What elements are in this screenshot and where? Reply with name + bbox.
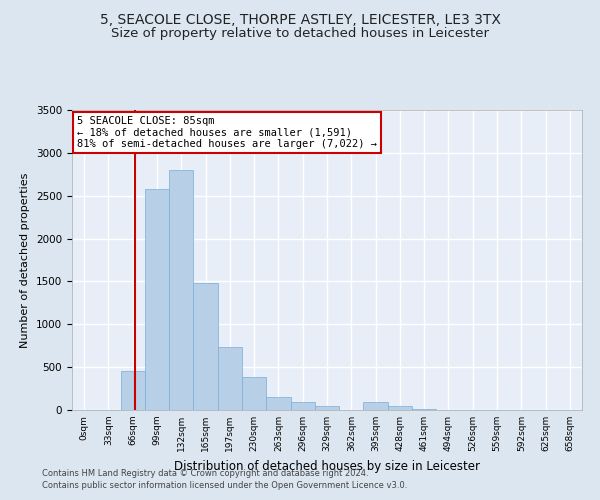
Text: 5, SEACOLE CLOSE, THORPE ASTLEY, LEICESTER, LE3 3TX: 5, SEACOLE CLOSE, THORPE ASTLEY, LEICEST… xyxy=(100,12,500,26)
Bar xyxy=(169,170,193,410)
Bar xyxy=(290,402,315,410)
Bar xyxy=(266,397,290,410)
Text: Contains HM Land Registry data © Crown copyright and database right 2024.: Contains HM Land Registry data © Crown c… xyxy=(42,468,368,477)
Text: 5 SEACOLE CLOSE: 85sqm
← 18% of detached houses are smaller (1,591)
81% of semi-: 5 SEACOLE CLOSE: 85sqm ← 18% of detached… xyxy=(77,116,377,149)
Bar xyxy=(121,372,145,410)
Bar xyxy=(145,190,169,410)
Bar xyxy=(388,406,412,410)
Bar xyxy=(364,402,388,410)
Bar xyxy=(193,283,218,410)
X-axis label: Distribution of detached houses by size in Leicester: Distribution of detached houses by size … xyxy=(174,460,480,472)
Y-axis label: Number of detached properties: Number of detached properties xyxy=(20,172,31,348)
Text: Contains public sector information licensed under the Open Government Licence v3: Contains public sector information licen… xyxy=(42,481,407,490)
Bar xyxy=(218,346,242,410)
Bar xyxy=(242,377,266,410)
Bar xyxy=(315,406,339,410)
Text: Size of property relative to detached houses in Leicester: Size of property relative to detached ho… xyxy=(111,28,489,40)
